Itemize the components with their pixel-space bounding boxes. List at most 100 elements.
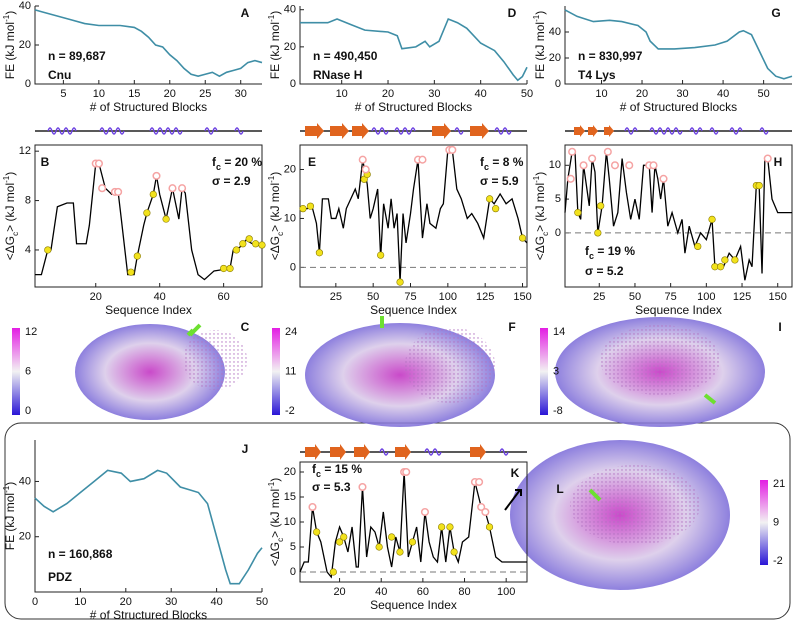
colorbars: 12 6 0 C 24 11 -2 F 14 3 -8 I 21 9 -2 L [12,320,785,567]
y-axis-label-part: -1 [532,14,541,22]
y-axis-label-part: <ΔG [268,542,282,566]
warm-point [375,543,383,551]
annotation-after: = 19 % [594,244,635,258]
hot-point [475,477,484,487]
colorbar [272,328,280,415]
hot-point [579,161,588,170]
annotation-text: σ = 5.2 [585,264,624,278]
x-tick-label: 60 [218,291,230,303]
x-tick-label: 5 [60,88,66,100]
y-axis-label-part: ) [268,478,282,482]
hot-point [178,184,187,193]
hot-point [358,155,367,164]
annotation: PDZ [48,570,72,584]
y-tick-label: 15 [284,491,296,503]
y-tick-label: 20 [284,41,296,53]
warm-point [220,264,228,273]
warm-point [721,256,729,264]
data-line [34,9,263,78]
annotation-text: PDZ [48,570,72,584]
annotation: n = 830,997 [578,49,643,63]
data-line [564,151,792,281]
warm-point [340,533,348,541]
x-tick-label: 25 [593,291,605,303]
warm-point [313,528,321,536]
warm-point [492,205,500,213]
annotation-text: n = 89,687 [48,49,106,63]
y-axis-label: FE (kJ mol-1) [267,11,283,79]
warm-point [315,249,324,257]
y-axis-label-part: -1 [2,175,11,183]
x-tick-label: 20 [636,88,648,100]
hot-point [420,507,430,517]
structure-images [75,316,765,590]
y-axis-label-part: <ΔG [3,236,17,260]
warm-point [594,229,602,237]
x-tick-label: 10 [595,88,607,100]
warm-point [396,278,404,286]
x-tick-label: 20 [120,596,132,608]
warm-point [239,240,247,248]
y-tick-label: 0 [290,78,296,90]
annotation: fc = 19 % [585,244,635,261]
hot-point [649,161,658,170]
hot-point [361,165,370,174]
x-tick-label: 50 [521,88,533,100]
hot-point [308,502,317,512]
annotation-after: = 8 % [489,155,524,169]
y-tick-label: 40 [549,26,561,38]
y-axis-label-part: FE (kJ mol [3,493,17,550]
warm-point [518,234,527,242]
annotation-after: = 15 % [321,462,362,476]
warm-point [446,523,454,531]
x-tick-label: 60 [417,586,429,598]
warm-point [232,246,241,254]
y-axis-label-part: <ΔG [533,236,547,260]
y-axis-label-part: <ΔG [268,236,282,260]
y-axis-label-part: FE (kJ mol [268,22,282,79]
warm-point [329,568,337,576]
x-tick-label: 10 [93,88,105,100]
x-tick-label: 30 [428,88,440,100]
x-axis-label: Sequence Index [635,303,722,317]
y-axis-label-part: -1 [267,14,276,22]
x-tick-label: 40 [475,88,487,100]
annotation-text: n = 830,997 [578,49,643,63]
warm-point [299,205,307,213]
y-tick-label: 8 [25,194,31,206]
y-tick-label: 10 [284,516,296,528]
x-tick-label: 20 [382,88,394,100]
data-line [300,149,528,283]
y-axis-label-part: ) [3,172,17,176]
plot-frame [34,144,263,288]
y-axis-label-part: ) [533,172,547,176]
data-line [300,17,528,82]
y-axis-label: <ΔGc> (kJ mol-1) [267,172,285,261]
y-axis-label-part: ) [533,11,547,15]
x-tick-label: 50 [367,291,379,303]
y-axis-label: FE (kJ mol-1) [532,11,548,79]
colorbar-tick-label: 24 [285,326,297,338]
warm-point [149,190,157,198]
data-line [564,9,793,80]
colorbar-tick-label: 21 [773,478,785,490]
x-tick-label: 50 [758,88,770,100]
y-axis-label-part: -1 [267,481,276,489]
x-tick-label: 40 [154,291,166,303]
y-tick-label: 5 [555,193,561,205]
annotation-after: = 20 % [221,155,262,169]
warm-point [450,548,458,556]
colorbar-tick-label: 14 [553,326,565,338]
y-axis-label-part: > (kJ mol [268,183,282,232]
x-tick-label: 0 [32,596,38,608]
warm-point [755,181,763,190]
x-tick-label: 40 [717,88,729,100]
hot-point [168,184,177,193]
warm-point [143,209,151,217]
hot-point [566,174,575,183]
annotation-sub: c [484,162,489,172]
warm-point [245,235,253,243]
